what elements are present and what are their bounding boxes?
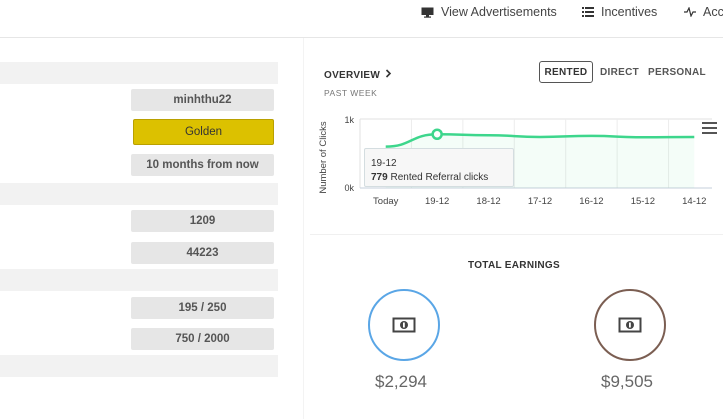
nav-account[interactable]: Acc [684,4,723,20]
x-tick-label: Today [373,196,399,207]
row-stripe [0,62,278,84]
tab-direct[interactable]: DIRECT [600,66,640,78]
section-divider [310,234,723,235]
x-tick-label: 18-12 [476,196,500,207]
overview-link[interactable]: OVERVIEW [324,69,392,81]
rented-earnings-amount: $2,294 [375,372,427,391]
stat-value: 195 / 250 [131,297,274,319]
tooltip-date: 19-12 [371,158,397,169]
monitor-icon [421,7,434,18]
stat-value: 44223 [131,242,274,264]
cash-icon [618,317,642,333]
nav-incentives[interactable]: Incentives [582,4,657,20]
y-axis-label: Number of Clicks [318,121,329,194]
activity-icon [684,7,696,17]
x-tick-label: 17-12 [528,196,552,207]
tooltip-value: 779 [371,172,388,183]
tooltip-label: Rented Referral clicks [390,172,489,183]
x-tick-label: 15-12 [631,196,655,207]
chart-menu-icon[interactable] [702,122,717,134]
row-stripe [0,355,278,377]
x-tick-label: 14-12 [682,196,706,207]
membership-badge[interactable]: Golden [133,119,274,145]
tab-personal[interactable]: PERSONAL [648,66,706,78]
y-tick-label: 1k [344,115,354,125]
chevron-right-icon [386,69,392,78]
row-stripe [0,269,278,291]
tab-rented[interactable]: RENTED [539,61,593,83]
stat-value: 750 / 2000 [131,328,274,350]
nav-account-label: Acc [703,5,723,19]
column-divider [303,38,304,419]
overview-title: OVERVIEW [324,70,381,81]
nav-incentives-label: Incentives [601,5,658,19]
row-stripe [0,183,278,205]
nav-view-advertisements-label: View Advertisements [441,5,557,19]
expiry-value: 10 months from now [131,154,274,176]
stat-value: 1209 [131,210,274,232]
total-earnings-title: TOTAL EARNINGS [468,260,560,271]
rented-earnings-circle [368,289,440,361]
cash-icon [392,317,416,333]
list-icon [582,7,594,17]
y-tick-label: 0k [344,183,354,193]
direct-earnings-amount: $9,505 [601,372,653,391]
x-tick-label: 19-12 [425,196,449,207]
period-label: PAST WEEK [324,88,378,98]
direct-earnings-circle [594,289,666,361]
chart-tooltip: 19-12 779 Rented Referral clicks [364,148,514,187]
nav-view-advertisements[interactable]: View Advertisements [421,4,557,20]
x-tick-label: 16-12 [579,196,603,207]
top-nav: View Advertisements Incentives Acc [0,0,723,38]
data-point [431,128,443,140]
username-value: minhthu22 [131,89,274,111]
